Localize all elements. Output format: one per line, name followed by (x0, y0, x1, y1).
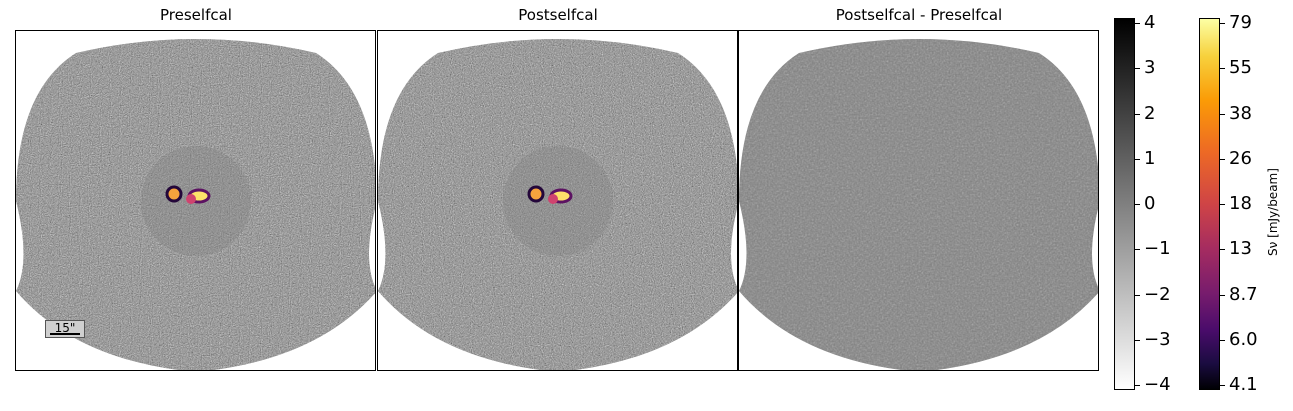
flux-colorbar-tick-mark (1220, 158, 1225, 160)
residual-colorbar (1114, 18, 1135, 390)
panel-title-difference: Postselfcal - Preselfcal (835, 6, 1003, 24)
flux-colorbar-tick-mark (1220, 249, 1225, 251)
residual-colorbar-tick-mark (1135, 249, 1140, 251)
residual-colorbar-tick-mark (1135, 385, 1140, 386)
image-panel-preselfcal: 15" (15, 30, 376, 371)
residual-colorbar-tick-label: −4 (1144, 374, 1171, 395)
residual-colorbar-tick-label: 1 (1144, 147, 1156, 169)
flux-colorbar-tick-label: 6.0 (1229, 328, 1258, 350)
flux-colorbar-tick-mark (1220, 23, 1225, 24)
residual-colorbar-tick-mark (1135, 113, 1140, 115)
panel-title-preselfcal: Preselfcal (160, 6, 232, 24)
image-panel-postselfcal (377, 30, 738, 371)
flux-colorbar-tick-mark (1220, 385, 1225, 386)
residual-colorbar-tick-mark (1135, 158, 1140, 160)
flux-colorbar-tick-label: 18 (1229, 193, 1252, 214)
radio-image-postselfcal (378, 39, 737, 370)
residual-colorbar-tick-label: −2 (1144, 283, 1171, 305)
radio-image-preselfcal (16, 39, 375, 370)
residual-colorbar-tick-mark (1135, 204, 1140, 205)
flux-colorbar-tick-label: 79 (1229, 12, 1252, 33)
flux-colorbar-tick-label: 4.1 (1229, 374, 1258, 395)
flux-colorbar-tick-label: 55 (1229, 57, 1252, 79)
flux-colorbar-tick-mark (1220, 68, 1225, 70)
residual-colorbar-tick-label: 4 (1144, 12, 1156, 33)
flux-colorbar-label: Sν [mJy/beam] (1266, 168, 1280, 256)
flux-colorbar-tick-label: 38 (1229, 102, 1252, 124)
image-panel-difference (738, 30, 1099, 371)
flux-colorbar (1199, 18, 1220, 390)
flux-colorbar-tick-mark (1220, 294, 1225, 296)
panel-title-postselfcal: Postselfcal (518, 6, 598, 24)
residual-colorbar-tick-label: −1 (1144, 238, 1171, 260)
radio-image-difference (739, 39, 1098, 370)
residual-colorbar-tick-label: 3 (1144, 57, 1156, 79)
residual-colorbar-tick-mark (1135, 294, 1140, 296)
residual-colorbar-tick-label: −3 (1144, 328, 1171, 350)
scale-bar-label: 15" (54, 321, 76, 335)
flux-colorbar-tick-label: 8.7 (1229, 283, 1258, 305)
residual-colorbar-tick-mark (1135, 339, 1140, 341)
flux-colorbar-tick-mark (1220, 113, 1225, 115)
residual-colorbar-tick-mark (1135, 23, 1140, 24)
flux-colorbar-tick-mark (1220, 339, 1225, 341)
residual-colorbar-tick-label: 0 (1144, 193, 1156, 214)
residual-colorbar-tick-label: 2 (1144, 102, 1156, 124)
residual-colorbar-tick-mark (1135, 68, 1140, 70)
scale-bar: 15" (45, 320, 85, 338)
flux-colorbar-tick-label: 13 (1229, 238, 1252, 260)
flux-colorbar-tick-mark (1220, 204, 1225, 205)
flux-colorbar-tick-label: 26 (1229, 147, 1252, 169)
